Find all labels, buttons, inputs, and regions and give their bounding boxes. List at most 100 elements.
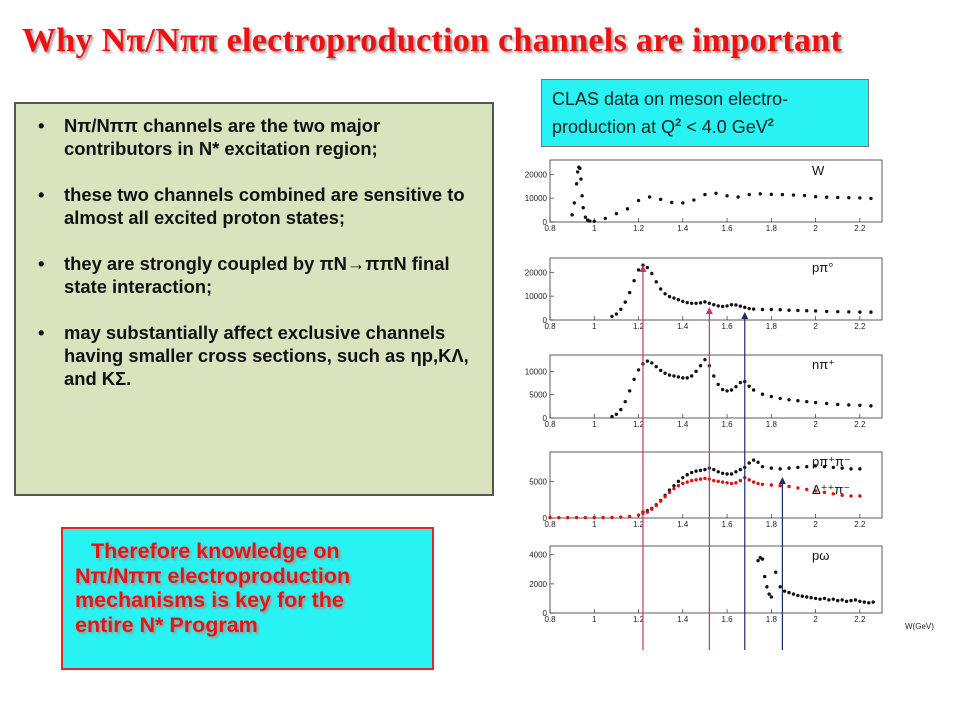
data-point	[769, 394, 774, 399]
data-point	[760, 557, 765, 561]
data-point	[689, 374, 694, 378]
data-point	[858, 310, 862, 314]
bullet-points-box: Nπ/Nππ channels are the two major contri…	[14, 102, 494, 496]
data-point	[716, 304, 720, 308]
data-point-delta-pi	[667, 490, 672, 495]
data-point	[869, 404, 873, 408]
y-tick-label: 5000	[529, 391, 547, 400]
data-point	[729, 388, 734, 392]
data-point-delta-pi	[716, 479, 720, 484]
data-point	[619, 407, 623, 412]
data-point-delta-pi	[725, 481, 729, 485]
data-point-delta-pi	[822, 490, 827, 495]
data-point-delta-pi	[813, 489, 818, 493]
data-point	[847, 403, 851, 407]
y-tick-label: 0	[543, 514, 548, 523]
data-point	[692, 198, 696, 202]
data-point-delta-pi	[751, 480, 756, 484]
data-point-delta-pi	[627, 514, 632, 519]
data-point	[632, 377, 636, 381]
data-point-delta-pi	[769, 483, 774, 487]
x-tick-label: 0.8	[544, 520, 556, 529]
data-point-delta-pi	[583, 515, 588, 520]
y-tick-label: 20000	[525, 170, 548, 179]
resonance-arrow-head	[741, 312, 749, 319]
data-point	[610, 314, 614, 319]
data-point	[796, 593, 800, 598]
data-point	[787, 308, 791, 312]
x-tick-label: 1.2	[633, 615, 645, 624]
data-point	[751, 388, 756, 392]
data-point	[703, 357, 707, 362]
data-point	[720, 471, 725, 475]
bullet-item: Nπ/Nππ channels are the two major contri…	[34, 114, 484, 160]
data-point	[636, 268, 641, 272]
data-point	[805, 309, 809, 313]
data-point	[636, 368, 641, 372]
y-tick-label: 0	[543, 609, 548, 618]
x-tick-label: 1.8	[766, 615, 778, 624]
data-point	[578, 166, 582, 171]
data-point-delta-pi	[676, 484, 681, 488]
data-point	[809, 596, 813, 600]
data-point	[858, 196, 862, 200]
data-point	[658, 368, 663, 373]
data-point	[712, 467, 716, 472]
data-point	[712, 374, 716, 378]
x-tick-label: 2	[813, 520, 818, 529]
x-tick-label: 2.2	[854, 420, 866, 429]
data-point	[738, 380, 743, 385]
data-point-delta-pi	[601, 515, 605, 520]
data-point-delta-pi	[805, 487, 809, 492]
bullet-item: they are strongly coupled by πN→ππN fina…	[34, 252, 484, 298]
data-point	[769, 307, 774, 312]
data-point	[694, 369, 698, 374]
plot-frame	[549, 451, 883, 519]
x-tick-label: 1.6	[722, 224, 734, 233]
x-tick-label: 1	[592, 224, 597, 233]
plot-frame	[549, 354, 883, 419]
conclusion-line: Nπ/Nππ electroproduction	[75, 563, 351, 588]
data-point	[847, 195, 851, 200]
x-tick-label: 2	[813, 224, 818, 233]
data-point	[698, 468, 703, 473]
x-tick-label: 1.6	[722, 322, 734, 331]
data-point	[767, 592, 771, 596]
panel-label-secondary: Δ⁺⁺π⁻	[812, 482, 850, 497]
data-point	[805, 464, 809, 469]
x-tick-label: 2	[813, 322, 818, 331]
clas-line-2: production at Q2 < 4.0 GeV2	[552, 111, 858, 139]
data-point	[751, 458, 756, 462]
data-point	[729, 303, 734, 307]
data-point	[707, 301, 712, 306]
data-point	[849, 467, 853, 471]
x-tick-label: 0.8	[544, 615, 556, 624]
data-point-delta-pi	[734, 481, 738, 485]
data-point	[725, 194, 729, 198]
panel-label: nπ⁺	[812, 357, 835, 372]
data-point	[769, 595, 774, 599]
x-tick-label: 1	[592, 615, 597, 624]
x-tick-label: 1.4	[677, 615, 689, 624]
data-point	[689, 301, 694, 306]
data-point	[658, 287, 663, 291]
data-point	[725, 304, 729, 308]
resonance-arrow-head	[639, 265, 647, 272]
y-tick-label: 10000	[525, 194, 548, 203]
data-point	[654, 280, 658, 284]
data-point-delta-pi	[592, 515, 596, 520]
data-point-delta-pi	[787, 484, 791, 489]
data-point	[751, 307, 756, 311]
conclusion-line: mechanisms is key for the	[75, 588, 344, 612]
panel-label: pω	[812, 548, 829, 563]
data-point-delta-pi	[685, 480, 689, 484]
data-point	[725, 472, 729, 476]
bullet-item: these two channels combined are sensitiv…	[34, 183, 484, 229]
data-point	[858, 599, 862, 604]
y-tick-label: 10000	[525, 367, 548, 376]
data-point-delta-pi	[703, 476, 707, 481]
data-point	[840, 466, 844, 470]
data-point-delta-pi	[778, 484, 782, 488]
data-point	[831, 597, 836, 601]
data-point	[681, 201, 685, 205]
